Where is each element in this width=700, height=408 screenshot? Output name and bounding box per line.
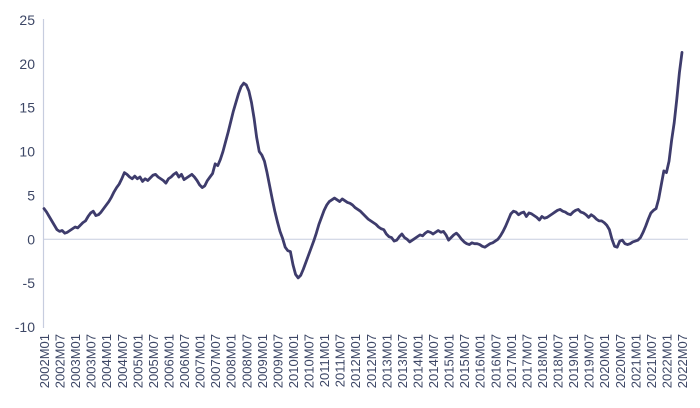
x-axis-tick-label: 2002M01 [37, 334, 52, 388]
x-axis-tick-label: 2008M07 [239, 334, 254, 388]
x-axis-tick-label: 2015M01 [442, 334, 457, 388]
x-axis-tick-label: 2012M07 [364, 334, 379, 388]
data-series-line [42, 51, 684, 280]
x-axis-tick-label: 2007M01 [193, 334, 208, 388]
x-axis-tick-label: 2011M07 [333, 334, 348, 387]
x-axis-tick-label: 2017M01 [504, 334, 519, 388]
x-axis-tick-label: 2018M01 [535, 334, 550, 388]
x-axis-tick-label: 2019M01 [566, 334, 581, 388]
x-axis-tick-label: 2007M07 [208, 334, 223, 388]
x-axis-tick-label: 2003M01 [68, 334, 83, 388]
x-axis-tick-label: 2018M07 [551, 334, 566, 388]
x-axis-tick-label: 2011M01 [317, 334, 332, 387]
y-axis-tick-label: 15 [19, 100, 35, 116]
x-axis-tick-label: 2003M07 [84, 334, 99, 388]
y-axis-tick-label: 0 [27, 231, 35, 247]
x-axis-tick-label: 2020M07 [613, 334, 628, 388]
y-axis-tick-label: 25 [19, 12, 35, 28]
x-axis-tick-label: 2022M01 [659, 334, 674, 388]
x-axis-tick-label: 2005M07 [146, 334, 161, 388]
x-axis-tick-label: 2013M07 [395, 334, 410, 388]
y-axis-tick-label: 20 [19, 56, 35, 72]
x-axis-tick-label: 2004M07 [115, 334, 130, 388]
y-axis-tick-label: 10 [19, 144, 35, 160]
x-axis-tick-label: 2005M01 [130, 334, 145, 388]
x-axis-tick-label: 2010M07 [302, 334, 317, 388]
x-axis-tick-label: 2006M07 [177, 334, 192, 388]
y-axis-tick-label: -10 [15, 319, 35, 335]
x-axis-tick-label: 2002M07 [53, 334, 68, 388]
x-axis-tick-label: 2010M01 [286, 334, 301, 388]
x-axis-tick-label: 2004M01 [99, 334, 114, 388]
x-axis-tick-label: 2009M07 [270, 334, 285, 388]
x-axis-tick-label: 2008M01 [224, 334, 239, 388]
x-axis-tick-label: 2017M07 [519, 334, 534, 388]
x-axis-tick-label: 2012M01 [348, 334, 363, 388]
x-axis-tick-label: 2021M01 [628, 334, 643, 388]
x-axis-tick-label: 2013M01 [379, 334, 394, 388]
x-axis-tick-label: 2016M07 [488, 334, 503, 388]
x-axis-tick-label: 2009M01 [255, 334, 270, 388]
x-axis-tick-label: 2021M07 [644, 334, 659, 388]
y-axis-tick-label: -5 [23, 275, 36, 291]
x-axis-tick-label: 2016M01 [473, 334, 488, 388]
x-axis-tick-label: 2020M01 [597, 334, 612, 388]
x-axis-tick-label: 2014M07 [426, 334, 441, 388]
x-axis-tick-label: 2015M07 [457, 334, 472, 388]
x-axis-tick-label: 2022M07 [675, 334, 690, 388]
x-axis-tick-label: 2014M01 [410, 334, 425, 388]
x-axis-tick-label: 2006M01 [161, 334, 176, 388]
y-axis-tick-label: 5 [27, 187, 35, 203]
x-axis-tick-label: 2019M07 [582, 334, 597, 388]
